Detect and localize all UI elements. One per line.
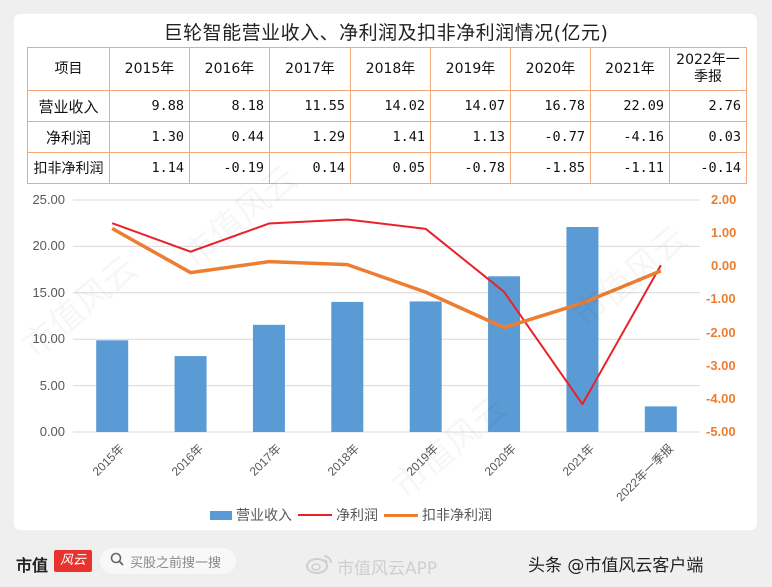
brand-logo-badge: 风云 (54, 550, 92, 572)
line-net-profit (111, 218, 662, 406)
legend-label: 营业收入 (236, 508, 292, 524)
right-tick-label: -5.00 (706, 424, 736, 439)
left-tick-label: 0.00 (39, 424, 65, 439)
combo-chart (73, 199, 700, 433)
header-cell: 2019年 (430, 47, 511, 91)
footer-bar: 市值 风云 买股之前搜一搜 市值风云APP 头条 @市值风云客户端 (0, 540, 772, 587)
bar-revenue (96, 340, 129, 432)
table-cell: 16.78 (510, 90, 591, 122)
left-tick-label: 5.00 (39, 377, 65, 393)
bar-revenue (174, 356, 207, 432)
table-cell: 14.07 (430, 90, 511, 122)
right-tick-label: 2.00 (711, 192, 737, 207)
right-tick-label: 0.00 (711, 258, 737, 274)
table-header-row: 项目 2015年 2016年 2017年 2018年 2019年 2020年 2… (27, 47, 747, 91)
right-tick-label: -2.00 (706, 324, 736, 340)
header-cell: 2022年一 季报 (669, 47, 747, 91)
table-cell: 14.02 (350, 90, 431, 122)
header-cell: 2020年 (510, 47, 591, 91)
left-tick-label: 10.00 (32, 331, 65, 347)
search-placeholder: 买股之前搜一搜 (130, 555, 222, 571)
legend-item-deducted-profit: 扣非净利润 (384, 505, 492, 525)
table-cell: 0.05 (350, 152, 431, 184)
toutiao-credit: 头条 @市值风云客户端 (528, 556, 704, 576)
bar-revenue (409, 301, 442, 432)
left-tick-label: 25.00 (32, 192, 65, 207)
bar-revenue (252, 324, 285, 432)
header-line2: 季报 (694, 69, 722, 85)
weibo-text: 市值风云APP (337, 559, 438, 579)
table-cell: -1.11 (590, 152, 670, 184)
table-cell: -0.77 (510, 121, 591, 153)
search-box[interactable]: 买股之前搜一搜 (100, 548, 236, 574)
bar-revenue (331, 301, 364, 432)
table-cell: 1.14 (109, 152, 190, 184)
table-cell: 1.29 (269, 121, 351, 153)
right-tick-label: 1.00 (711, 225, 737, 241)
bar-revenue (488, 276, 521, 432)
brand-logo-text: 市值 (16, 556, 49, 575)
table-cell: -0.14 (669, 152, 747, 184)
legend-swatch-bar (210, 510, 232, 520)
left-tick-label: 20.00 (32, 238, 65, 254)
weibo-icon (305, 553, 333, 580)
table-cell: -4.16 (590, 121, 670, 153)
table-row: 扣非净利润 1.14 -0.19 0.14 0.05 -0.78 -1.85 -… (27, 152, 747, 184)
table-cell: -0.19 (189, 152, 270, 184)
table-cell: 1.41 (350, 121, 431, 153)
table-cell: 0.44 (189, 121, 270, 153)
left-tick-label: 15.00 (32, 284, 65, 300)
table-row: 净利润 1.30 0.44 1.29 1.41 1.13 -0.77 -4.16… (27, 121, 747, 153)
legend-swatch-line (384, 513, 418, 517)
legend-label: 扣非净利润 (422, 508, 492, 524)
header-cell: 2018年 (350, 47, 431, 91)
table-cell: 1.13 (430, 121, 511, 153)
search-icon (110, 552, 124, 570)
legend-label: 净利润 (336, 508, 378, 524)
weibo-watermark: 市值风云APP (305, 553, 437, 580)
bar-revenue (566, 227, 599, 432)
legend-item-net-profit: 净利润 (298, 505, 378, 525)
line-deducted-profit (111, 226, 662, 330)
chart-title: 巨轮智能营业收入、净利润及扣非净利润情况(亿元) (163, 22, 609, 44)
legend-swatch-line (298, 514, 332, 516)
table-cell: -0.78 (430, 152, 511, 184)
bar-revenue (644, 406, 677, 432)
table-cell: 9.88 (109, 90, 190, 122)
table-cell: 0.14 (269, 152, 351, 184)
header-cell: 2017年 (269, 47, 351, 91)
right-tick-label: -1.00 (706, 291, 736, 307)
right-tick-label: -4.00 (706, 390, 736, 406)
legend-item-revenue: 营业收入 (210, 505, 292, 525)
table-cell: 2.76 (669, 90, 747, 122)
row-label: 扣非净利润 (27, 152, 110, 184)
table-cell: 11.55 (269, 90, 351, 122)
chart-legend: 营业收入 净利润 扣非净利润 (210, 505, 498, 525)
table-cell: 8.18 (189, 90, 270, 122)
right-tick-label: -3.00 (706, 357, 736, 373)
header-line1: 2022年一 (676, 52, 740, 68)
data-table: 项目 2015年 2016年 2017年 2018年 2019年 2020年 2… (27, 47, 747, 184)
